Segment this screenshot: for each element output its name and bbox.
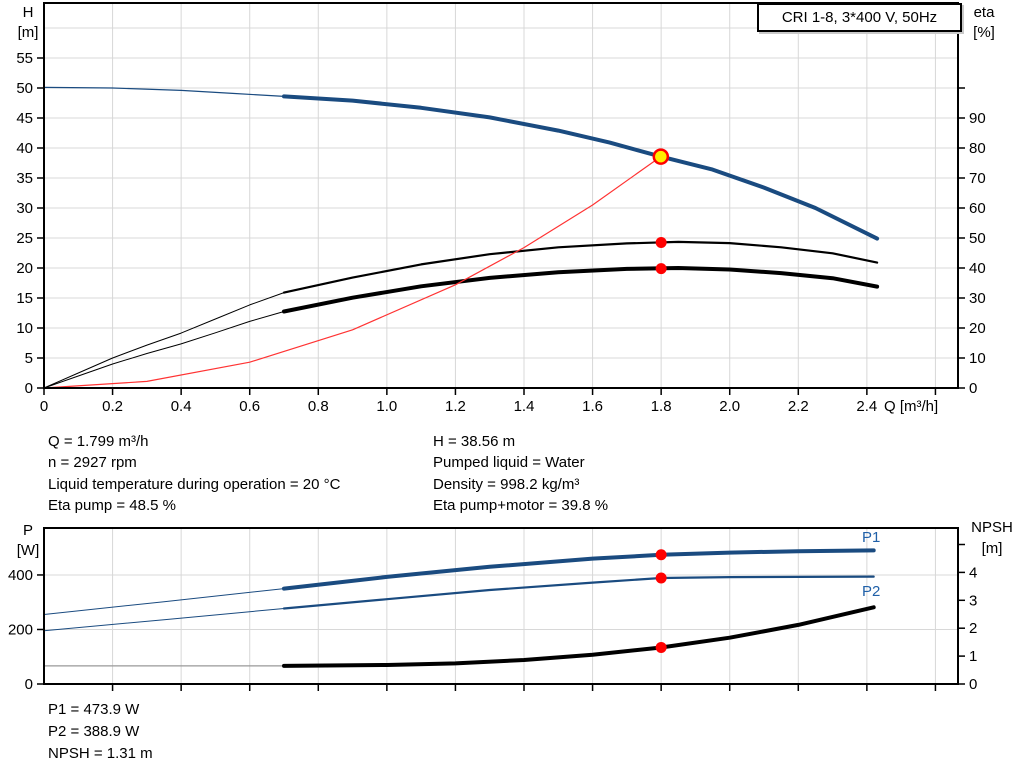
head-curve-lead <box>43 86 285 97</box>
annotation-eta-total: Eta pump+motor = 39.8 % <box>433 497 609 514</box>
npsh-axis-title-line1: NPSH <box>971 519 1013 536</box>
x-tick-label: 1.6 <box>582 398 603 415</box>
annotation-flow: Q = 1.799 m³/h <box>48 433 149 450</box>
right-axis-title-line2: [%] <box>973 24 995 41</box>
y-tick-label-left: 20 <box>16 260 33 277</box>
p2-curve-label: P2 <box>862 583 881 600</box>
x-tick-label: 0.6 <box>239 398 260 415</box>
y-tick-label-left: 40 <box>16 140 33 157</box>
y-tick-label-right: 10 <box>969 350 986 367</box>
y-tick-label-right: 3 <box>969 592 977 609</box>
y-tick-label-right: 40 <box>969 260 986 277</box>
p1-curve-label: P1 <box>862 529 881 546</box>
eta-pump-motor-curve-lead <box>43 311 285 389</box>
y-tick-label-left: 0 <box>25 380 33 397</box>
y-tick-label-right: 80 <box>969 140 986 157</box>
x-tick-label: 1.2 <box>445 398 466 415</box>
y-tick-label-right: 60 <box>969 200 986 217</box>
y-tick-label-left: 30 <box>16 200 33 217</box>
eta-pump-motor-point <box>655 263 667 275</box>
head-curve <box>282 94 880 241</box>
y-tick-label-left: 50 <box>16 80 33 97</box>
right-axis-title-line1: eta <box>973 4 995 21</box>
p2-curve <box>282 575 875 610</box>
y-tick-label-left: 0 <box>25 676 33 693</box>
y-tick-label-right: 0 <box>969 676 977 693</box>
annotation-liquid: Pumped liquid = Water <box>433 454 585 471</box>
y-tick-label-right: 50 <box>969 230 986 247</box>
eta-pump-curve-lead <box>43 292 285 389</box>
x-tick-label: 2.2 <box>788 398 809 415</box>
eta-pump-curve <box>282 240 879 294</box>
y-tick-label-left: 55 <box>16 50 33 67</box>
x-tick-label: 1.4 <box>514 398 535 415</box>
annotation-head: H = 38.56 m <box>433 433 516 450</box>
x-tick-label: 0.4 <box>171 398 192 415</box>
y-tick-label-right: 1 <box>969 648 977 665</box>
annotation-density: Density = 998.2 kg/m³ <box>433 476 580 493</box>
npsh-axis-title-line2: [m] <box>981 540 1003 557</box>
y-tick-label-left: 25 <box>16 230 33 247</box>
y-tick-label-left: 35 <box>16 170 33 187</box>
npsh-point <box>655 641 667 653</box>
pump-model-label: CRI 1-8, 3*400 V, 50Hz <box>757 3 962 32</box>
y-tick-label-left: 15 <box>16 290 33 307</box>
eta-pump-motor-curve <box>282 266 880 314</box>
x-tick-label: 1.0 <box>376 398 397 415</box>
p1-curve <box>282 548 876 591</box>
power-axis-title-line1: P <box>22 522 33 539</box>
y-tick-label-right: 2 <box>969 620 977 637</box>
annotation-p2: P2 = 388.9 W <box>48 723 140 740</box>
power-axis-title-line2: [W] <box>16 542 40 559</box>
x-tick-label: 2.0 <box>719 398 740 415</box>
p2-curve-lead <box>43 608 285 632</box>
y-tick-label-right: 4 <box>969 564 977 581</box>
x-tick-label: 0 <box>40 398 48 415</box>
annotation-eta-pump: Eta pump = 48.5 % <box>48 497 176 514</box>
annotation-temperature: Liquid temperature during operation = 20… <box>48 476 341 493</box>
y-tick-label-left: 5 <box>25 350 33 367</box>
y-tick-label-left: 10 <box>16 320 33 337</box>
y-tick-label-right: 0 <box>969 380 977 397</box>
p1-curve-lead <box>43 588 285 615</box>
x-tick-label: 0.8 <box>308 398 329 415</box>
system-curve <box>43 156 662 389</box>
x-tick-label: 1.8 <box>651 398 672 415</box>
y-tick-label-right: 70 <box>969 170 986 187</box>
annotation-npsh: NPSH = 1.31 m <box>48 745 153 762</box>
x-axis-title: Q [m³/h] <box>884 398 939 415</box>
plot-border <box>43 2 959 389</box>
x-tick-label: 0.2 <box>102 398 123 415</box>
eta-pump-point <box>655 237 667 248</box>
left-axis-title-line2: [m] <box>17 24 39 41</box>
y-tick-label-right: 90 <box>969 110 986 127</box>
plot-border <box>43 527 959 685</box>
annotation-speed: n = 2927 rpm <box>48 454 137 471</box>
p2-point <box>655 572 667 584</box>
y-tick-label-right: 20 <box>969 320 986 337</box>
y-tick-label-right: 30 <box>969 290 986 307</box>
y-tick-label-left: 200 <box>8 621 33 638</box>
left-axis-title-line1: H <box>22 4 34 21</box>
duty-point <box>652 148 670 165</box>
y-tick-label-left: 400 <box>8 567 33 584</box>
y-tick-label-left: 45 <box>16 110 33 127</box>
npsh-curve <box>282 605 876 668</box>
annotation-p1: P1 = 473.9 W <box>48 701 140 718</box>
p1-point <box>655 549 667 561</box>
x-tick-label: 2.4 <box>856 398 877 415</box>
